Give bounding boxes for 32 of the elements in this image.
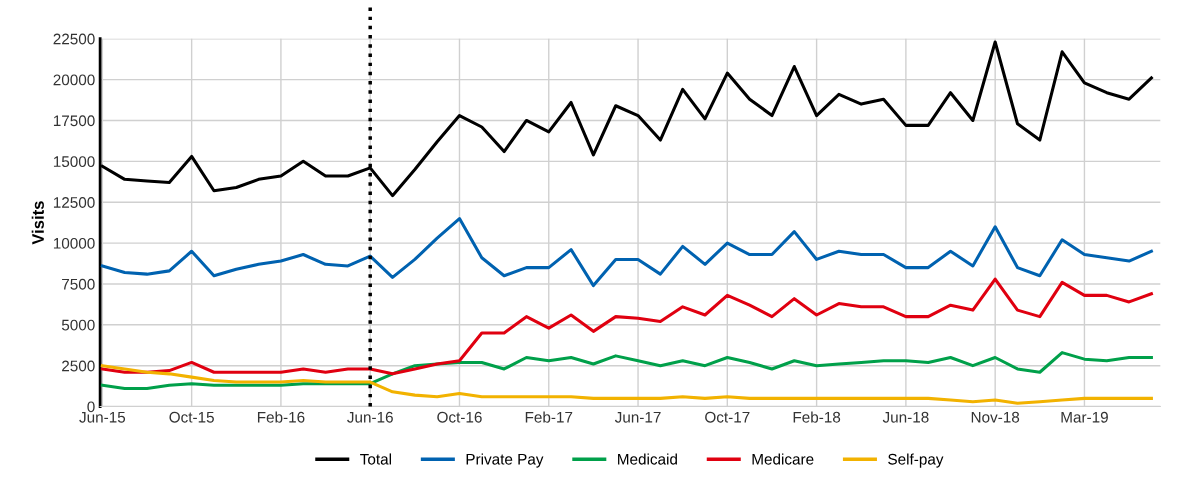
y-tick-label: 5000 [61,319,95,331]
y-tick-label: 0 [87,401,95,413]
y-axis-title: Visits [31,201,44,245]
line-series [100,364,1153,405]
x-tick-label: Jun-15 [79,411,126,423]
x-tick-label: Oct-17 [705,411,750,423]
y-tick-label: 22500 [53,33,95,45]
x-tick-label: Nov-18 [971,411,1020,423]
y-tick-label: 2500 [62,360,95,372]
x-tick-label: Feb-16 [257,411,305,423]
y-tick-label: 7500 [62,278,95,290]
y-tick-label: 17500 [53,115,95,127]
line-series [100,351,1153,391]
x-tick-label: Mar-19 [1061,411,1108,423]
x-tick-label: Feb-17 [525,411,573,423]
x-tick-label: Oct-16 [437,411,482,423]
x-tick-label: Jun-18 [882,411,929,423]
line-series [100,277,1153,376]
x-tick-label: Feb-18 [793,411,841,423]
y-tick-label: 20000 [53,74,95,86]
legend-label: Self-pay [888,453,944,468]
x-tick-label: Oct-15 [169,411,214,423]
line-series [100,217,1153,288]
x-tick-label: Jun-16 [347,411,393,423]
x-tick-label: Jun-17 [614,411,661,423]
y-tick-label: 12500 [53,197,95,208]
legend-label: Medicaid [618,453,677,465]
y-tick-label: 15000 [53,156,95,168]
legend-label: Medicare [752,453,814,465]
legend-label: Total [360,453,391,465]
y-tick-label: 10000 [53,237,95,249]
legend-label: Private Pay [466,453,544,468]
